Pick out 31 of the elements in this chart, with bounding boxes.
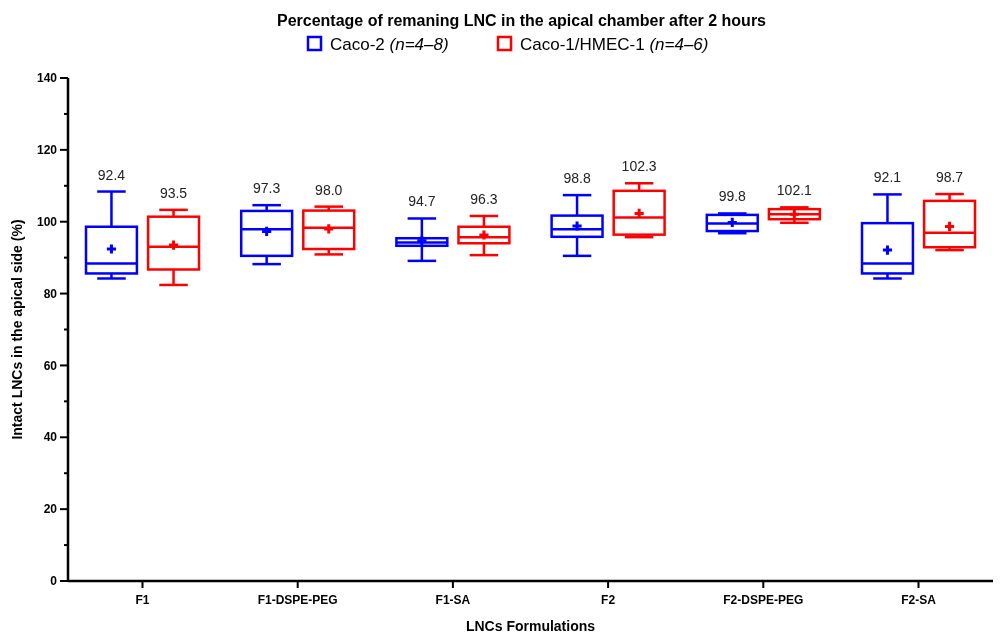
y-tick-label: 120 [36, 143, 58, 158]
y-tick-label: 100 [36, 214, 58, 229]
x-tick-label: F2 [601, 593, 616, 607]
x-tick-label: F1-DSPE-PEG [257, 593, 338, 607]
annotation: 93.5 [159, 184, 188, 201]
x-tick-label: F1-SA [435, 593, 471, 607]
x-tick-label: F2-DSPE-PEG [723, 593, 804, 607]
y-tick-label: 80 [43, 286, 58, 301]
annotation: 98.0 [315, 181, 343, 198]
annotation: 99.8 [718, 188, 747, 205]
legend-label: Caco-2 (n=4–8) [330, 35, 449, 54]
annotation: 98.8 [563, 170, 591, 187]
annotation: 102.1 [776, 182, 813, 199]
annotation: 98.7 [935, 169, 964, 186]
y-axis-title: Intact LNCs in the apical side (%) [9, 219, 25, 440]
y-tick-label: 40 [43, 430, 58, 445]
annotation: 94.7 [408, 193, 436, 210]
x-tick-label: F2-SA [901, 593, 937, 607]
y-tick-label: 60 [43, 358, 58, 373]
annotation: 97.3 [253, 180, 281, 197]
y-tick-label: 20 [43, 502, 58, 517]
annotation: 102.3 [621, 158, 657, 175]
x-tick-label: F1 [135, 593, 150, 607]
x-axis-title: LNCs Formulations [465, 618, 596, 634]
annotation: 96.3 [470, 190, 498, 207]
annotation: 92.4 [97, 166, 126, 183]
legend-label: Caco-1/HMEC-1 (n=4–6) [520, 35, 709, 54]
y-tick-label: 0 [50, 574, 58, 589]
annotation: 92.1 [873, 169, 902, 186]
chart-title: Percentage of remaning LNC in the apical chamber after 2 hours [276, 12, 767, 29]
y-tick-label: 140 [36, 71, 58, 86]
